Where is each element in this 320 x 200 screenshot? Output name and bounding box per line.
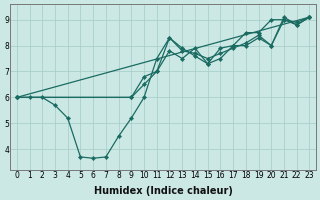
X-axis label: Humidex (Indice chaleur): Humidex (Indice chaleur)	[94, 186, 233, 196]
